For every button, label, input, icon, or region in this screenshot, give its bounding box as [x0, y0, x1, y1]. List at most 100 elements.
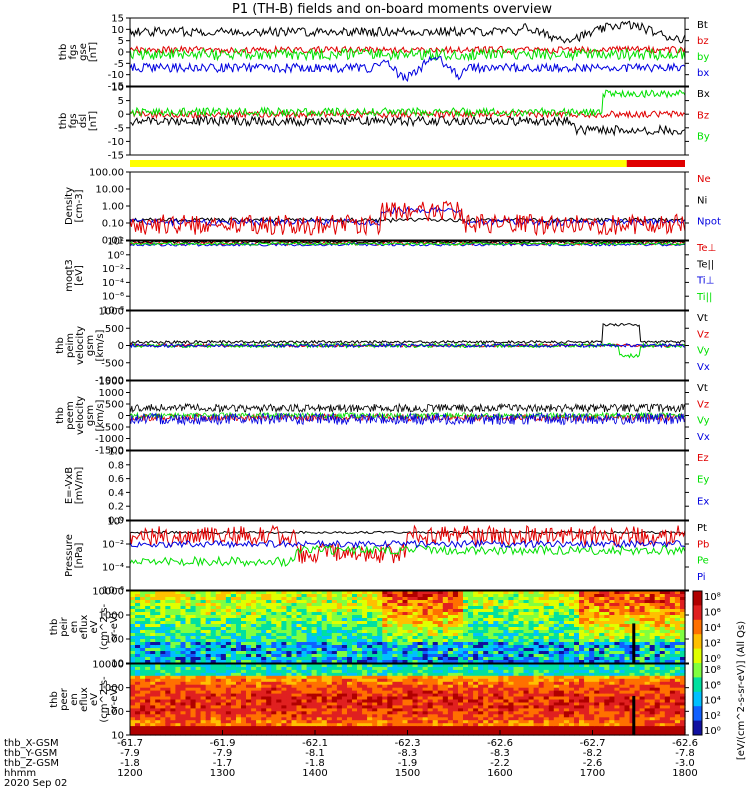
- data-gap-marker: [632, 623, 635, 663]
- panel-data-peim_vel: [130, 324, 685, 358]
- y-axis-label: thbpeerenefluxeV(cm^2-s-sr-eV): [49, 676, 120, 723]
- y-tick-label: 10²: [107, 237, 124, 248]
- y-tick-label: 10000: [92, 660, 124, 671]
- panel-peim_vel: 10005000-500-1000thbpeimvelocitygsm[km/s…: [55, 307, 710, 387]
- y-tick-label: 5: [118, 36, 124, 47]
- panel-density: 100.0010.001.000.100.01Density[cm-3]NeNi…: [64, 168, 721, 247]
- series-pe: [130, 545, 685, 566]
- y-axis-label: thbfgsdsl[nT]: [58, 111, 99, 131]
- y-tick-label: -10: [108, 137, 124, 148]
- legend-pt: Pt: [697, 523, 707, 534]
- legend-te-: Te⊥: [696, 243, 716, 254]
- legend-ex: Ex: [697, 496, 709, 507]
- y-axis-label: thbpeirenefluxeV(cm^2-s-sr-eV): [49, 603, 120, 650]
- y-tick-label: 10⁰: [107, 250, 124, 261]
- legend-te--: Te||: [696, 259, 714, 270]
- series-bz: [130, 46, 685, 53]
- y-axis-label-line: sr-eV): [109, 612, 120, 641]
- y-tick-label: 500: [105, 400, 124, 411]
- y-axis-label: thbpeimvelocitygsm[km/s]: [55, 326, 106, 365]
- y-tick-label: 10⁻²: [102, 264, 124, 275]
- y-tick-label: 1000: [99, 388, 124, 399]
- y-tick-label: 1000: [99, 307, 124, 318]
- panel-temp: 10²10⁰10⁻²10⁻⁴10⁻⁶10⁻⁸moqt3[eV]Te⊥Te||Ti…: [64, 237, 716, 317]
- legend-vx: Vx: [697, 362, 710, 373]
- y-tick-label: 10⁰: [107, 517, 124, 528]
- y-axis-label-line: [km/s]: [95, 329, 106, 361]
- y-axis-label-line: [nT]: [88, 111, 99, 131]
- legend-vy: Vy: [697, 346, 710, 357]
- panel-data-peem_vel: [130, 404, 685, 425]
- y-tick-label: 10⁻⁴: [102, 563, 124, 574]
- y-axis-label: Density[cm-3]: [64, 187, 85, 225]
- y-tick-label: 0: [118, 48, 124, 59]
- y-axis-label-line: [km/s]: [95, 399, 106, 431]
- panel-data-peer_spec: [130, 664, 686, 736]
- y-tick-label: -5: [114, 59, 124, 70]
- y-axis-label: E=-VxB[mV/m]: [64, 467, 85, 505]
- panel-data-peir_spec: [130, 591, 686, 664]
- legend-ez: Ez: [697, 453, 709, 464]
- y-tick-label: 0.8: [108, 460, 124, 471]
- y-tick-label: -10: [108, 70, 124, 81]
- y-axis-label-line: [eV]: [74, 265, 85, 286]
- legend-ti--: Ti||: [696, 292, 712, 303]
- y-tick-label: 10⁻²: [102, 540, 124, 551]
- series-vt: [130, 324, 685, 344]
- series-vt: [130, 404, 685, 412]
- y-tick-label: 1.0: [108, 447, 124, 458]
- legend-pe: Pe: [697, 556, 709, 567]
- panel-data-pressure: [130, 526, 685, 566]
- legend-bx: Bx: [697, 89, 710, 100]
- y-tick-label: -15: [108, 151, 124, 162]
- panel-peem_vel: 150010005000-500-1000-1500thbpeemvelocit…: [55, 377, 710, 457]
- y-tick-label: 10: [111, 25, 124, 36]
- legend-vz: Vz: [697, 329, 709, 340]
- y-axis-label-line: sr-eV): [109, 685, 120, 714]
- series-bt: [130, 21, 685, 43]
- y-tick-label: 10⁻⁴: [102, 278, 124, 289]
- legend-ey: Ey: [697, 475, 709, 486]
- panel-data-density: [130, 202, 685, 235]
- y-tick-label: 10.00: [95, 185, 124, 196]
- series-pb: [130, 526, 685, 564]
- panel-frame: [130, 241, 685, 310]
- y-axis-label: Pressure[nPa]: [64, 534, 85, 577]
- y-tick-label: 0: [118, 411, 124, 422]
- panel-peer_spec: 10000100010010thbpeerenefluxeV(cm^2-s-sr…: [49, 660, 689, 742]
- y-tick-label: 0.4: [108, 488, 124, 499]
- y-tick-label: 0.2: [108, 502, 124, 513]
- y-tick-label: 15: [111, 14, 124, 25]
- y-tick-label: 5: [118, 96, 124, 107]
- y-tick-label: 100.00: [89, 168, 124, 179]
- legend-npot: Npot: [697, 217, 721, 228]
- chart-title: P1 (TH-B) fields and on-board moments ov…: [232, 2, 552, 17]
- legend-ni: Ni: [697, 195, 707, 206]
- panel-frame: [130, 172, 685, 240]
- legend-bz: Bz: [697, 110, 709, 121]
- y-tick-label: 500: [105, 324, 124, 335]
- y-tick-label: 0.10: [102, 219, 124, 230]
- y-tick-label: 0.6: [108, 474, 124, 485]
- y-axis-label: moqt3[eV]: [64, 259, 85, 292]
- y-axis-label: thbpeemvelocitygsm[km/s]: [55, 396, 106, 435]
- y-tick-label: -1000: [95, 434, 124, 445]
- panel-frame: [130, 521, 685, 590]
- legend-vt: Vt: [697, 383, 708, 394]
- y-axis-label-line: [nPa]: [74, 542, 85, 568]
- y-tick-label: 0: [118, 341, 124, 352]
- y-tick-label: -5: [114, 123, 124, 134]
- panel-data-temp: [130, 241, 685, 246]
- y-tick-label: 10000: [92, 587, 124, 598]
- y-axis-label-line: [mV/m]: [74, 467, 85, 505]
- y-axis-label-line: [cm-3]: [74, 189, 85, 222]
- panel-data-fgs_gse: [130, 21, 685, 81]
- legend-bt: Bt: [697, 20, 708, 31]
- panel-frame: [130, 451, 685, 520]
- y-tick-label: 1500: [99, 377, 124, 388]
